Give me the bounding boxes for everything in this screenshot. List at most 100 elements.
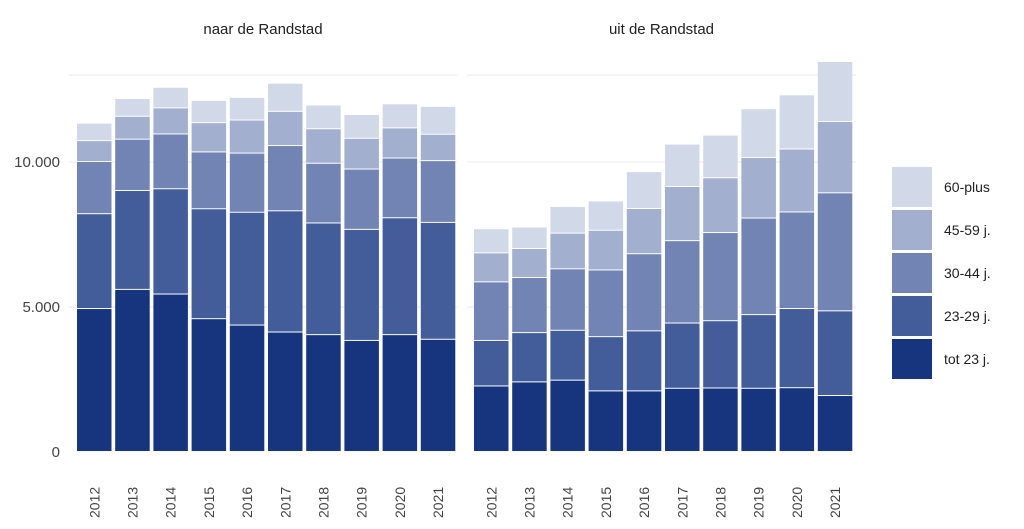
bar-segment [191,100,227,123]
bar-segment [268,332,303,451]
bar-segment [191,209,227,319]
panel-title: uit de Randstad [609,21,714,38]
bar-segment [741,315,776,388]
bar-segment [344,340,379,451]
bar-segment [115,99,150,116]
axes: 0 5.000 10.000 naar de Randstad 2012 2013 2014… [14,21,843,518]
bar-segment [626,391,662,451]
x-tick-label: 2017 [277,487,293,518]
x-tick-label: 2012 [86,487,102,518]
bar-segment [420,161,456,222]
bar-segment [77,123,112,141]
bar-segment [665,186,700,241]
x-tick-label: 2018 [315,487,331,518]
x-tick-label: 2013 [124,487,140,518]
bar-segment [703,388,738,451]
bar-segment [474,340,509,386]
legend-label: 60-plus [944,179,990,195]
bar-segment [344,115,379,138]
legend: 60-plus 45-59 j. 30-44 j. 23-29 j. tot 23 j. [892,167,991,379]
legend-swatch [892,167,932,207]
bar-segment [191,319,227,451]
bar-segment [703,321,738,388]
bar-segment [268,111,303,146]
bar-segment [77,214,112,309]
bar-segment [779,95,815,149]
bar-segment [191,152,227,209]
bar-segment [588,230,624,270]
legend-swatch [892,296,932,336]
bar-segment [77,141,112,161]
bars [77,61,853,451]
y-tick-label: 10.000 [14,154,60,171]
bar-segment [665,144,700,186]
bar-segment [817,121,853,193]
legend-label: 30-44 j. [944,265,991,281]
bar-segment [665,323,700,388]
bar-segment [512,227,547,248]
x-tick-label: 2012 [483,487,499,518]
bar-segment [268,83,303,111]
bar-segment [115,289,150,451]
x-tick-label: 2020 [392,487,408,518]
bar-segment [153,108,188,134]
bar-segment [779,149,815,212]
bar-segment [703,233,738,321]
bar-segment [626,254,662,331]
y-tick-label: 0 [52,444,60,461]
bar-segment [382,158,418,218]
bar-segment [306,223,341,335]
x-tick-label: 2018 [712,487,728,518]
bar-segment [344,138,379,169]
bar-segment [153,294,188,451]
y-tick-label: 5.000 [22,299,60,316]
bar-segment [817,311,853,396]
bar-segment [344,229,379,340]
bar-segment [77,309,112,451]
bar-segment [420,339,456,451]
x-tick-label: 2019 [354,487,370,518]
bar-segment [665,241,700,323]
bar-segment [382,104,418,128]
bar-segment [665,388,700,451]
bar-segment [588,201,624,230]
x-tick-label: 2015 [598,487,614,518]
legend-label: 23-29 j. [944,308,991,324]
x-tick-label: 2016 [239,487,255,518]
bar-segment [550,206,585,233]
legend-label: tot 23 j. [944,351,990,367]
bar-segment [550,269,585,330]
bar-segment [420,222,456,339]
bar-segment [512,382,547,451]
bar-segment [153,189,188,294]
bar-segment [550,330,585,380]
bar-segment [229,120,265,153]
bar-segment [115,191,150,289]
bar-segment [626,331,662,391]
bar-segment [626,208,662,254]
x-tick-label: 2014 [560,487,576,518]
legend-swatch [892,339,932,379]
bar-segment [344,169,379,229]
bar-segment [741,388,776,451]
bar-segment [153,87,188,108]
bar-segment [268,146,303,211]
bar-segment [115,139,150,190]
legend-swatch [892,210,932,250]
bar-segment [817,396,853,451]
bar-segment [741,218,776,315]
legend-swatch [892,253,932,293]
bar-segment [741,157,776,218]
bar-segment [512,278,547,333]
bar-segment [306,105,341,129]
bar-segment [306,335,341,451]
bar-segment [229,212,265,325]
bar-segment [77,162,112,214]
panel-title: naar de Randstad [203,21,322,38]
bar-segment [512,249,547,277]
bar-segment [229,97,265,120]
legend-label: 45-59 j. [944,222,991,238]
bar-segment [420,134,456,161]
x-tick-label: 2020 [789,487,805,518]
bar-segment [550,233,585,269]
